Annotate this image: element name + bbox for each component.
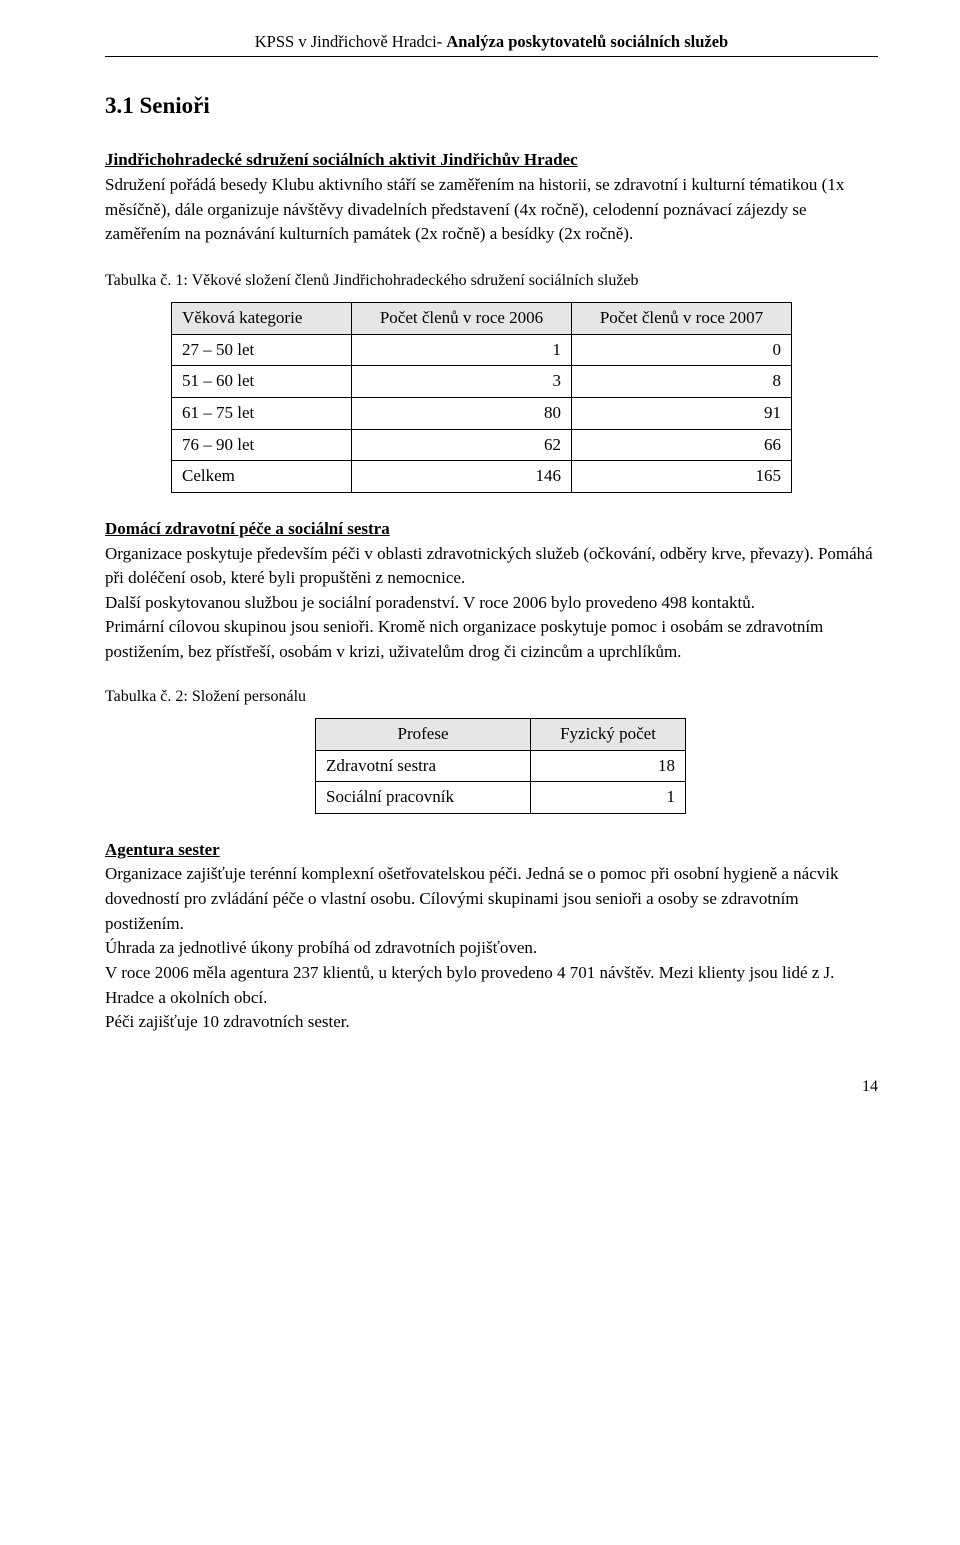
header-text-bold: Analýza poskytovatelů sociálních služeb xyxy=(446,32,728,51)
table-cell: 91 xyxy=(572,397,792,429)
table-cell: 3 xyxy=(352,366,572,398)
table-cell: 76 – 90 let xyxy=(172,429,352,461)
table-cell: Zdravotní sestra xyxy=(316,750,531,782)
table-row: Celkem 146 165 xyxy=(172,461,792,493)
page-number: 14 xyxy=(105,1075,878,1098)
header-rule xyxy=(105,56,878,57)
table-cell: 146 xyxy=(352,461,572,493)
table-cell: 1 xyxy=(531,782,686,814)
table-row: 51 – 60 let 3 8 xyxy=(172,366,792,398)
table-header-cell: Počet členů v roce 2006 xyxy=(352,303,572,335)
table-2-caption: Tabulka č. 2: Složení personálu xyxy=(105,685,878,708)
table-cell: 18 xyxy=(531,750,686,782)
table-row: Věková kategorie Počet členů v roce 2006… xyxy=(172,303,792,335)
table-1: Věková kategorie Počet členů v roce 2006… xyxy=(171,302,792,493)
page-header: KPSS v Jindřichově Hradci- Analýza posky… xyxy=(105,30,878,54)
subsection-3-title: Agentura sester xyxy=(105,838,878,863)
table-cell: Celkem xyxy=(172,461,352,493)
subsection-3-body: Organizace zajišťuje terénní komplexní o… xyxy=(105,862,878,1034)
subsection-2-title: Domácí zdravotní péče a sociální sestra xyxy=(105,517,878,542)
table-row: Sociální pracovník 1 xyxy=(316,782,686,814)
table-header-cell: Počet členů v roce 2007 xyxy=(572,303,792,335)
table-cell: 165 xyxy=(572,461,792,493)
table-row: Profese Fyzický počet xyxy=(316,718,686,750)
table-cell: 61 – 75 let xyxy=(172,397,352,429)
table-cell: 0 xyxy=(572,334,792,366)
table-cell: 62 xyxy=(352,429,572,461)
section-title: 3.1 Senioři xyxy=(105,89,878,122)
table-1-caption: Tabulka č. 1: Věkové složení členů Jindř… xyxy=(105,269,878,292)
table-cell: 80 xyxy=(352,397,572,429)
subsection-1-body: Sdružení pořádá besedy Klubu aktivního s… xyxy=(105,173,878,247)
table-cell: 27 – 50 let xyxy=(172,334,352,366)
table-row: 76 – 90 let 62 66 xyxy=(172,429,792,461)
table-cell: 66 xyxy=(572,429,792,461)
subsection-1-title: Jindřichohradecké sdružení sociálních ak… xyxy=(105,148,878,173)
table-2: Profese Fyzický počet Zdravotní sestra 1… xyxy=(315,718,686,814)
table-cell: 1 xyxy=(352,334,572,366)
table-header-cell: Věková kategorie xyxy=(172,303,352,335)
header-text-left: KPSS v Jindřichově Hradci- xyxy=(255,32,447,51)
table-cell: 51 – 60 let xyxy=(172,366,352,398)
table-cell: 8 xyxy=(572,366,792,398)
table-header-cell: Fyzický počet xyxy=(531,718,686,750)
subsection-2-body: Organizace poskytuje především péči v ob… xyxy=(105,542,878,665)
table-cell: Sociální pracovník xyxy=(316,782,531,814)
table-row: Zdravotní sestra 18 xyxy=(316,750,686,782)
table-row: 61 – 75 let 80 91 xyxy=(172,397,792,429)
table-row: 27 – 50 let 1 0 xyxy=(172,334,792,366)
table-header-cell: Profese xyxy=(316,718,531,750)
